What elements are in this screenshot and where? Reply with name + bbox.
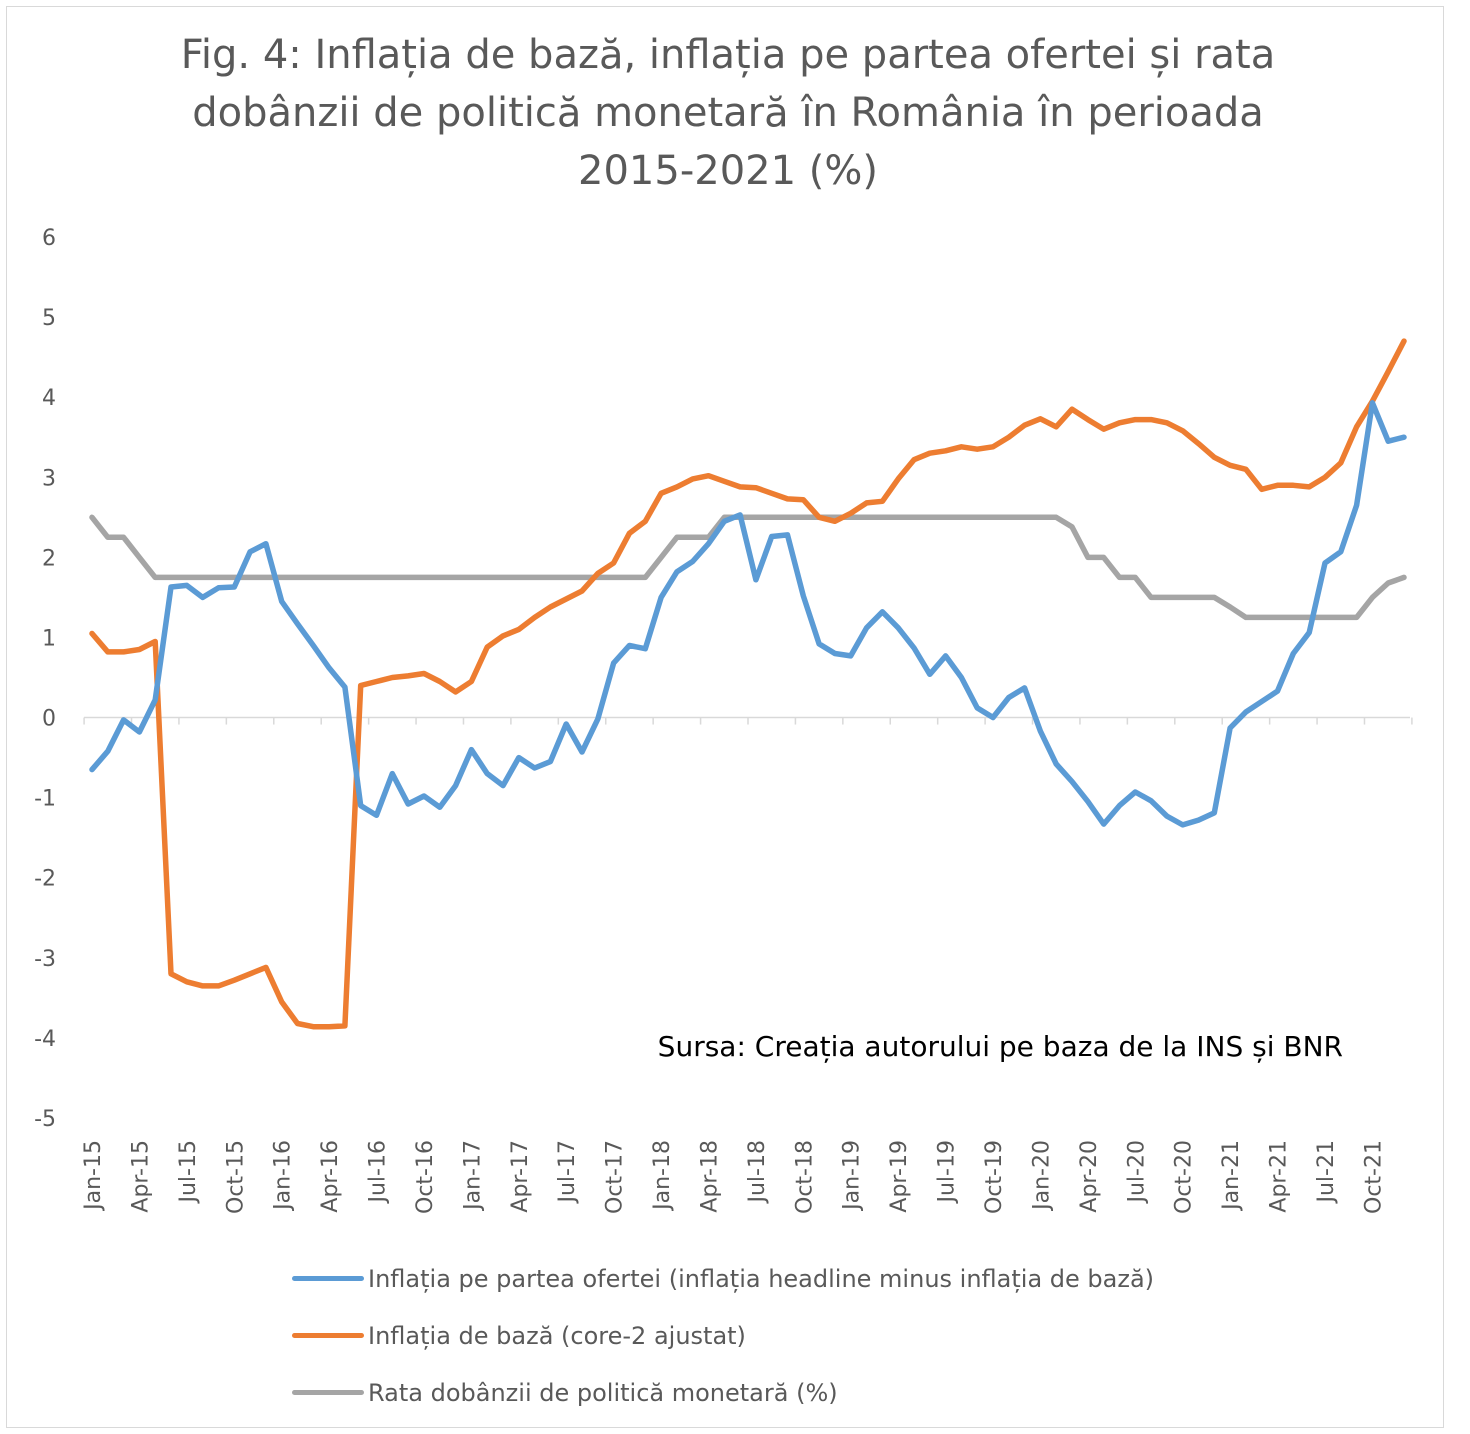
series-lines bbox=[89, 338, 1407, 1030]
y-axis-ticks: 6 5 4 3 2 1 0 -1 -2 -3 -4 -5 bbox=[34, 226, 56, 1132]
x-tick-label: Jul-15 bbox=[176, 1140, 201, 1204]
x-tick-label: Jan-16 bbox=[271, 1140, 296, 1212]
x-tick-label: Jul-16 bbox=[366, 1140, 391, 1204]
y-tick-label: -1 bbox=[34, 787, 56, 812]
x-tick-label: Apr-20 bbox=[1077, 1140, 1102, 1213]
x-tick-label: Jan-20 bbox=[1029, 1140, 1054, 1212]
x-tick-label: Jul-17 bbox=[555, 1140, 580, 1204]
legend-swatch bbox=[292, 1333, 364, 1338]
x-tick-label: Apr-18 bbox=[697, 1140, 722, 1213]
x-tick-label: Oct-15 bbox=[223, 1140, 248, 1214]
legend-label: Inflația de bază (core-2 ajustat) bbox=[368, 1321, 746, 1350]
legend-item: Inflația pe partea ofertei (inflația hea… bbox=[292, 1250, 1154, 1307]
x-tick-label: Jul-20 bbox=[1124, 1140, 1149, 1204]
chart-title: Fig. 4: Inflația de bază, inflația pe pa… bbox=[0, 26, 1456, 200]
y-tick-label: 5 bbox=[42, 306, 56, 331]
x-tick-label: Oct-16 bbox=[413, 1140, 438, 1214]
x-axis-ticks: Jan-15 Apr-15 Jul-15 Oct-15 Jan-16 Apr-16 Jul-… bbox=[81, 1140, 1386, 1214]
legend: Inflația pe partea ofertei (inflația hea… bbox=[292, 1250, 1154, 1421]
legend-swatch bbox=[292, 1390, 364, 1395]
x-tick-label: Apr-17 bbox=[508, 1140, 533, 1213]
legend-item: Rata dobânzii de politică monetară (%) bbox=[292, 1364, 1154, 1421]
legend-item: Inflația de bază (core-2 ajustat) bbox=[292, 1307, 1154, 1364]
chart-title-line-2: dobânzii de politică monetară în România… bbox=[192, 90, 1264, 136]
x-tick-label: Oct-19 bbox=[982, 1140, 1007, 1214]
x-axis bbox=[83, 716, 1413, 725]
x-tick-label: Jan-17 bbox=[460, 1140, 485, 1212]
x-tick-label: Jul-18 bbox=[745, 1140, 770, 1204]
legend-label: Rata dobânzii de politică monetară (%) bbox=[368, 1378, 838, 1407]
x-tick-label: Jan-21 bbox=[1219, 1140, 1244, 1212]
x-tick-label: Jul-21 bbox=[1314, 1140, 1339, 1204]
source-annotation: Sursa: Creația autorului pe baza de la I… bbox=[658, 1030, 1343, 1063]
x-tick-label: Oct-21 bbox=[1361, 1140, 1386, 1214]
y-tick-label: 6 bbox=[42, 226, 56, 251]
x-tick-label: Apr-19 bbox=[887, 1140, 912, 1213]
y-tick-label: 0 bbox=[42, 707, 56, 732]
x-tick-label: Jan-18 bbox=[650, 1140, 675, 1212]
y-tick-label: -3 bbox=[34, 947, 56, 972]
y-tick-label: 3 bbox=[42, 466, 56, 491]
x-tick-label: Jul-19 bbox=[935, 1140, 960, 1204]
x-tick-label: Apr-15 bbox=[128, 1140, 153, 1213]
y-tick-label: -5 bbox=[34, 1107, 56, 1132]
series-line-oferta bbox=[89, 400, 1407, 828]
x-tick-label: Oct-20 bbox=[1172, 1140, 1197, 1214]
y-tick-label: 2 bbox=[42, 546, 56, 571]
y-tick-label: -2 bbox=[34, 867, 56, 892]
chart-title-line-3: 2015-2021 (%) bbox=[578, 148, 878, 194]
x-tick-label: Apr-16 bbox=[318, 1140, 343, 1213]
chart-title-line-1: Fig. 4: Inflația de bază, inflația pe pa… bbox=[180, 32, 1276, 78]
y-tick-label: 4 bbox=[42, 386, 56, 411]
x-tick-label: Oct-18 bbox=[792, 1140, 817, 1214]
x-tick-label: Apr-21 bbox=[1267, 1140, 1292, 1213]
x-tick-label: Oct-17 bbox=[603, 1140, 628, 1214]
series-line-baza bbox=[89, 338, 1407, 1030]
x-tick-label: Jan-15 bbox=[81, 1140, 106, 1212]
legend-swatch bbox=[292, 1276, 364, 1281]
y-tick-label: 1 bbox=[42, 626, 56, 651]
x-tick-label: Jan-19 bbox=[840, 1140, 865, 1212]
series-line-dobanda bbox=[89, 514, 1407, 621]
legend-label: Inflația pe partea ofertei (inflația hea… bbox=[368, 1264, 1155, 1293]
y-tick-label: -4 bbox=[34, 1027, 56, 1052]
